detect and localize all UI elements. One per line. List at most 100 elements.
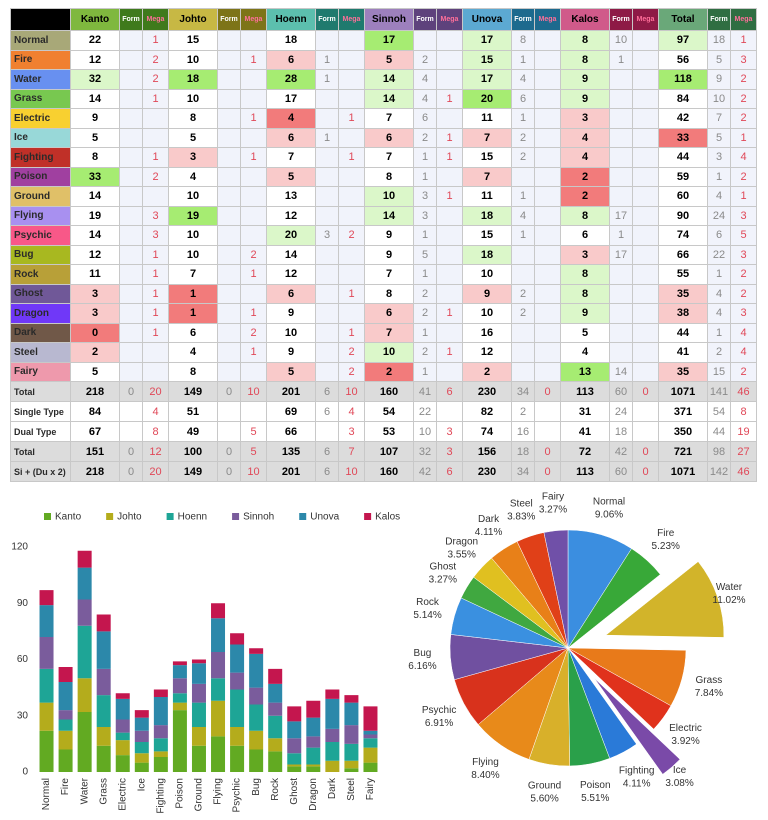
table-cell	[632, 88, 659, 109]
type-row: Grass 14 1 10 17 14 4 1 20 6 9 84 10 2	[10, 88, 757, 109]
table-cell	[217, 322, 241, 343]
bar-segment	[344, 695, 359, 703]
x-tick-label: Bug	[251, 778, 262, 796]
table-cell	[217, 30, 241, 51]
table-cell	[632, 303, 659, 324]
table-cell	[315, 303, 339, 324]
legend-swatch	[166, 513, 174, 520]
table-cell	[511, 166, 535, 187]
summary-label: Si + (Du x 2)	[10, 461, 71, 482]
table-cell: 4	[168, 166, 218, 187]
column-header: Mega	[730, 8, 757, 31]
table-cell: 1	[707, 264, 731, 285]
table-cell	[436, 49, 463, 70]
x-tick-label: Dragon	[308, 778, 319, 811]
table-cell: 3	[142, 225, 169, 246]
table-cell: 1	[168, 283, 218, 304]
stats-table: Kanto Form Mega Johto Form Mega Hoenn Form Mega S…	[10, 8, 757, 482]
table-cell: 3	[338, 421, 365, 442]
pie-slice	[567, 548, 661, 649]
table-cell: 12	[70, 49, 120, 70]
type-label: Bug	[10, 244, 71, 265]
table-cell: 1	[609, 225, 633, 246]
bar-segment	[325, 698, 340, 729]
bar-segment	[268, 702, 283, 716]
table-cell: 5	[413, 244, 437, 265]
table-cell: 20	[462, 88, 512, 109]
table-cell: 10	[609, 30, 633, 51]
slice-value: 3.27%	[429, 574, 457, 585]
table-cell: 1	[730, 186, 757, 207]
table-cell	[142, 342, 169, 363]
table-cell: 2	[364, 361, 414, 382]
bar-segment	[268, 668, 283, 684]
table-cell: 20	[142, 461, 169, 482]
corner-cell	[10, 8, 71, 31]
table-cell: 18	[707, 30, 731, 51]
column-header: Unova	[462, 8, 512, 31]
column-header: Form	[413, 8, 437, 31]
table-cell: 6	[315, 381, 339, 402]
table-cell: 6	[266, 49, 316, 70]
legend-swatch	[299, 513, 307, 520]
table-cell: 7	[462, 127, 512, 148]
x-tick-label: Fire	[60, 778, 71, 796]
bar-segment	[249, 730, 264, 750]
table-cell	[119, 342, 143, 363]
bar-segment	[344, 768, 359, 772]
bar-segment	[287, 753, 302, 765]
table-cell	[217, 342, 241, 363]
bar-segment	[325, 742, 340, 761]
slice-label: Water	[716, 582, 743, 593]
bar-segment	[153, 738, 168, 752]
slice-value: 8.40%	[471, 770, 499, 781]
legend-swatch	[364, 513, 372, 520]
table-cell	[338, 127, 365, 148]
column-header: Mega	[240, 8, 267, 31]
table-cell: 1	[142, 147, 169, 168]
table-cell	[240, 283, 267, 304]
table-cell: 6	[364, 303, 414, 324]
bar-segment	[306, 736, 321, 748]
slice-value: 5.14%	[413, 610, 441, 621]
table-cell	[534, 88, 561, 109]
table-cell: 2	[338, 361, 365, 382]
bar-segment	[39, 605, 54, 637]
bar-segment	[77, 550, 92, 568]
legend-label: Hoenn	[178, 512, 207, 523]
bar-segment	[77, 567, 92, 600]
table-cell: 67	[70, 421, 120, 442]
bar-segment	[306, 700, 321, 718]
bar-segment	[172, 710, 187, 772]
pie-slice	[594, 677, 681, 775]
table-cell	[436, 108, 463, 129]
table-cell	[315, 361, 339, 382]
x-tick-label: Ground	[194, 778, 205, 811]
table-cell: 7	[364, 108, 414, 129]
table-cell: 11	[462, 186, 512, 207]
table-cell: 5	[240, 441, 267, 462]
bar-segment	[268, 715, 283, 739]
table-cell: 1	[338, 283, 365, 304]
slice-value: 4.11%	[475, 527, 503, 538]
table-cell: 371	[658, 401, 708, 422]
slice-label: Ground	[528, 781, 561, 792]
bar-segment	[363, 706, 378, 731]
slice-label: Fire	[657, 528, 675, 539]
bar-segment	[249, 653, 264, 688]
table-cell: 1	[707, 322, 731, 343]
bar-segment	[306, 766, 321, 772]
table-cell	[436, 283, 463, 304]
table-cell	[315, 421, 339, 442]
table-cell	[534, 127, 561, 148]
table-cell: 230	[462, 381, 512, 402]
table-cell	[534, 108, 561, 129]
table-cell: 9	[70, 108, 120, 129]
type-row: Bug 12 1 10 2 14 9 5 18 3 17 66 22 3	[10, 244, 757, 265]
table-cell: 2	[511, 401, 535, 422]
table-cell	[436, 401, 463, 422]
table-cell: 149	[168, 381, 218, 402]
bar-segment	[115, 755, 130, 772]
bar-segment	[344, 702, 359, 726]
slice-label: Grass	[696, 675, 723, 686]
